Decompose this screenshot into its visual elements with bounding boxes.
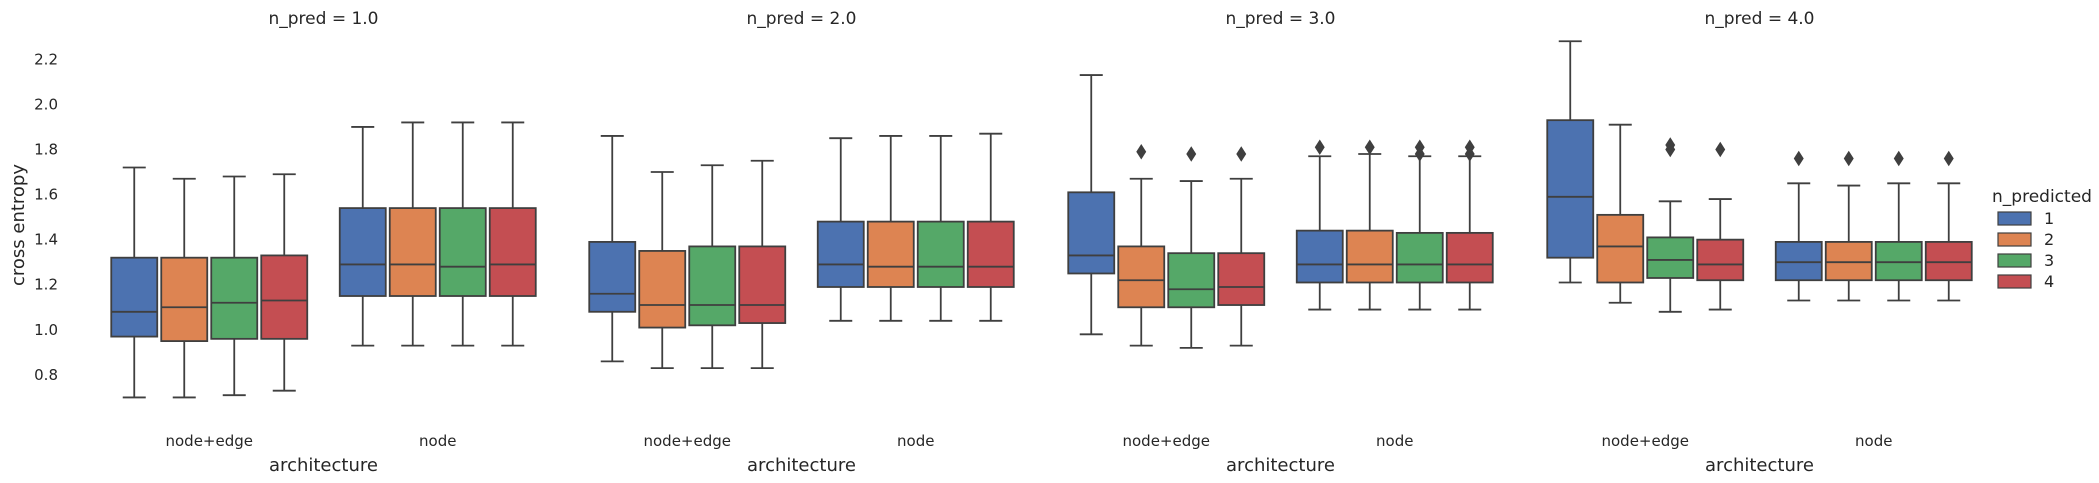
box — [1217, 252, 1266, 306]
box — [1067, 191, 1116, 275]
outlier-point — [1893, 150, 1904, 167]
x-tick-label: node+edge — [1122, 432, 1210, 450]
box — [338, 207, 387, 297]
box — [1445, 231, 1494, 284]
outlier-point — [1715, 141, 1726, 158]
legend-swatch — [1997, 232, 2032, 247]
box — [1874, 241, 1923, 282]
x-tick-label: node+edge — [165, 432, 253, 450]
x-tick-label: node — [419, 432, 456, 450]
box — [210, 256, 259, 340]
y-tick-label: 0.8 — [34, 366, 58, 384]
panel-title: n_pred = 3.0 — [1225, 9, 1335, 29]
legend-label: 1 — [2044, 209, 2054, 228]
outlier-point — [1136, 143, 1147, 160]
box — [1924, 241, 1973, 282]
box — [1646, 236, 1695, 279]
panel-title: n_pred = 2.0 — [746, 9, 856, 29]
x-axis-label: architecture — [269, 455, 378, 476]
outlier-point — [1464, 139, 1475, 155]
legend-label: 2 — [2044, 230, 2054, 249]
box — [1395, 231, 1444, 284]
box — [438, 207, 487, 297]
box — [816, 220, 865, 288]
outlier-point — [1943, 150, 1954, 167]
box — [1774, 241, 1823, 282]
x-tick-label: node+edge — [1601, 432, 1689, 450]
x-axis-label: architecture — [1226, 455, 1335, 476]
outlier-point — [1843, 150, 1854, 167]
x-axis-label: architecture — [747, 455, 856, 476]
y-tick-label: 1.8 — [34, 140, 58, 158]
legend-title: n_predicted — [1992, 187, 2092, 207]
box — [688, 245, 737, 327]
legend-swatch — [1997, 274, 2032, 289]
box — [260, 254, 309, 340]
y-tick-label: 1.4 — [34, 231, 58, 249]
outlier-point — [1665, 137, 1676, 153]
box — [916, 220, 965, 288]
legend-label: 4 — [2044, 272, 2054, 291]
box — [1824, 241, 1873, 282]
outlier-point — [1314, 139, 1325, 155]
y-tick-label: 1.6 — [34, 186, 58, 204]
x-tick-label: node — [897, 432, 934, 450]
box — [1167, 252, 1216, 309]
y-axis-label: cross entropy — [8, 164, 29, 286]
outlier-point — [1186, 146, 1197, 162]
y-tick-label: 1.2 — [34, 276, 58, 294]
box — [738, 245, 787, 324]
box — [110, 256, 159, 338]
outlier-point — [1364, 139, 1375, 155]
y-tick-label: 2.0 — [34, 95, 58, 113]
x-tick-label: node — [1376, 432, 1413, 450]
legend-label: 3 — [2044, 251, 2054, 270]
x-tick-label: node+edge — [643, 432, 731, 450]
box — [1696, 238, 1745, 282]
box — [160, 256, 209, 342]
box — [1117, 245, 1166, 309]
y-tick-label: 2.2 — [34, 50, 58, 68]
box — [1596, 213, 1645, 284]
outlier-point — [1793, 150, 1804, 167]
outlier-point — [1236, 146, 1247, 162]
box — [966, 220, 1015, 288]
y-tick-label: 1.0 — [34, 321, 58, 339]
box — [488, 207, 537, 297]
panel-title: n_pred = 1.0 — [268, 9, 378, 29]
box — [388, 207, 437, 297]
box — [588, 241, 637, 313]
x-axis-label: architecture — [1705, 455, 1814, 476]
x-tick-label: node — [1855, 432, 1892, 450]
legend-swatch — [1997, 253, 2032, 268]
box — [638, 250, 687, 329]
box — [1546, 119, 1595, 259]
box — [866, 220, 915, 288]
panel-title: n_pred = 4.0 — [1704, 9, 1814, 29]
legend-swatch — [1997, 211, 2032, 226]
outlier-point — [1414, 139, 1425, 155]
box — [1295, 229, 1344, 284]
box — [1345, 229, 1394, 284]
